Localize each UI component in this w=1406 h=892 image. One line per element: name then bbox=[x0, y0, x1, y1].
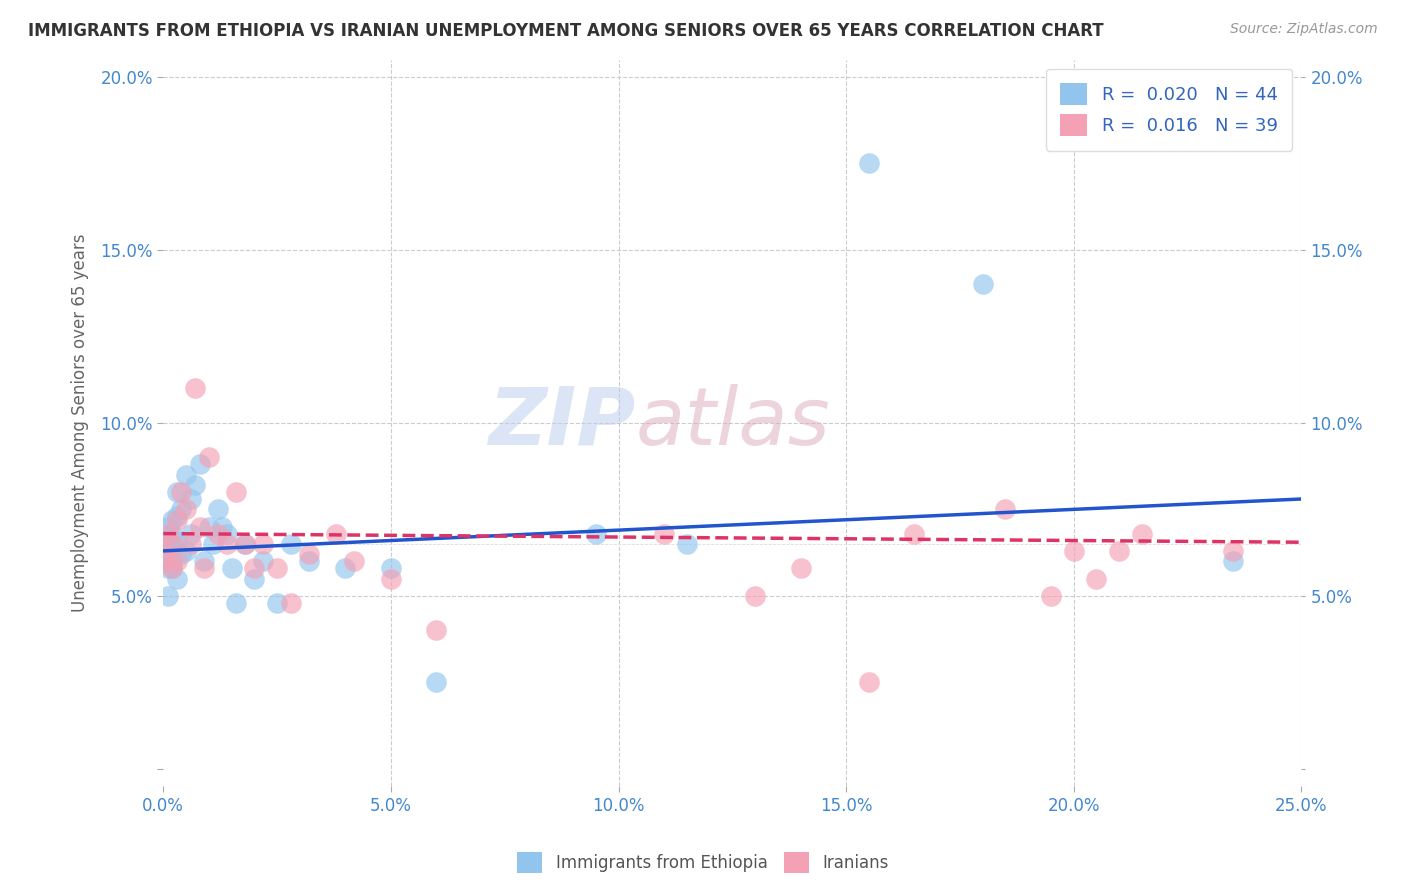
Point bbox=[221, 561, 243, 575]
Point bbox=[174, 544, 197, 558]
Point bbox=[207, 502, 229, 516]
Point bbox=[184, 478, 207, 492]
Point bbox=[162, 537, 184, 551]
Point bbox=[170, 502, 193, 516]
Point bbox=[180, 491, 202, 506]
Point bbox=[233, 537, 256, 551]
Point bbox=[193, 554, 215, 568]
Point bbox=[188, 458, 211, 472]
Text: ZIP: ZIP bbox=[488, 384, 636, 462]
Point bbox=[152, 544, 174, 558]
Point bbox=[156, 519, 179, 533]
Point bbox=[156, 561, 179, 575]
Point bbox=[215, 537, 238, 551]
Point bbox=[193, 561, 215, 575]
Point bbox=[280, 596, 302, 610]
Point bbox=[166, 572, 188, 586]
Point bbox=[162, 561, 184, 575]
Point bbox=[166, 554, 188, 568]
Point bbox=[170, 547, 193, 561]
Point bbox=[652, 526, 675, 541]
Point bbox=[280, 537, 302, 551]
Point bbox=[1063, 544, 1085, 558]
Point bbox=[233, 537, 256, 551]
Point bbox=[1222, 554, 1244, 568]
Point bbox=[156, 526, 179, 541]
Point bbox=[298, 554, 321, 568]
Point bbox=[162, 554, 184, 568]
Point bbox=[243, 572, 266, 586]
Point bbox=[211, 519, 233, 533]
Point bbox=[198, 450, 221, 465]
Point bbox=[188, 519, 211, 533]
Point bbox=[380, 561, 402, 575]
Point bbox=[903, 526, 925, 541]
Point bbox=[972, 277, 994, 292]
Point bbox=[243, 561, 266, 575]
Point bbox=[166, 485, 188, 500]
Text: IMMIGRANTS FROM ETHIOPIA VS IRANIAN UNEMPLOYMENT AMONG SENIORS OVER 65 YEARS COR: IMMIGRANTS FROM ETHIOPIA VS IRANIAN UNEM… bbox=[28, 22, 1104, 40]
Legend: Immigrants from Ethiopia, Iranians: Immigrants from Ethiopia, Iranians bbox=[510, 846, 896, 880]
Point bbox=[225, 596, 247, 610]
Point bbox=[162, 561, 184, 575]
Point bbox=[744, 589, 766, 603]
Point bbox=[380, 572, 402, 586]
Point bbox=[1039, 589, 1062, 603]
Point bbox=[170, 485, 193, 500]
Point bbox=[1222, 544, 1244, 558]
Point bbox=[152, 537, 174, 551]
Point bbox=[1130, 526, 1153, 541]
Point bbox=[166, 533, 188, 548]
Point bbox=[425, 675, 447, 690]
Point bbox=[335, 561, 357, 575]
Point bbox=[184, 381, 207, 395]
Point bbox=[343, 554, 366, 568]
Point bbox=[858, 675, 880, 690]
Text: Source: ZipAtlas.com: Source: ZipAtlas.com bbox=[1230, 22, 1378, 37]
Point bbox=[425, 624, 447, 638]
Point bbox=[994, 502, 1017, 516]
Legend: R =  0.020   N = 44, R =  0.016   N = 39: R = 0.020 N = 44, R = 0.016 N = 39 bbox=[1046, 69, 1292, 151]
Point bbox=[156, 544, 179, 558]
Point bbox=[202, 537, 225, 551]
Point bbox=[225, 485, 247, 500]
Point bbox=[1085, 572, 1108, 586]
Point bbox=[174, 467, 197, 482]
Point bbox=[675, 537, 697, 551]
Point bbox=[207, 526, 229, 541]
Y-axis label: Unemployment Among Seniors over 65 years: Unemployment Among Seniors over 65 years bbox=[72, 234, 89, 612]
Point bbox=[180, 526, 202, 541]
Point bbox=[174, 502, 197, 516]
Point bbox=[789, 561, 811, 575]
Point bbox=[162, 537, 184, 551]
Point bbox=[1108, 544, 1130, 558]
Point bbox=[162, 513, 184, 527]
Point bbox=[585, 526, 607, 541]
Point bbox=[266, 596, 288, 610]
Point bbox=[156, 589, 179, 603]
Point bbox=[180, 537, 202, 551]
Point bbox=[266, 561, 288, 575]
Point bbox=[252, 537, 274, 551]
Point bbox=[325, 526, 347, 541]
Point bbox=[166, 509, 188, 524]
Point bbox=[858, 156, 880, 170]
Point bbox=[215, 526, 238, 541]
Point bbox=[162, 526, 184, 541]
Point bbox=[198, 519, 221, 533]
Point bbox=[166, 513, 188, 527]
Point bbox=[298, 547, 321, 561]
Text: atlas: atlas bbox=[636, 384, 831, 462]
Point bbox=[252, 554, 274, 568]
Point bbox=[156, 554, 179, 568]
